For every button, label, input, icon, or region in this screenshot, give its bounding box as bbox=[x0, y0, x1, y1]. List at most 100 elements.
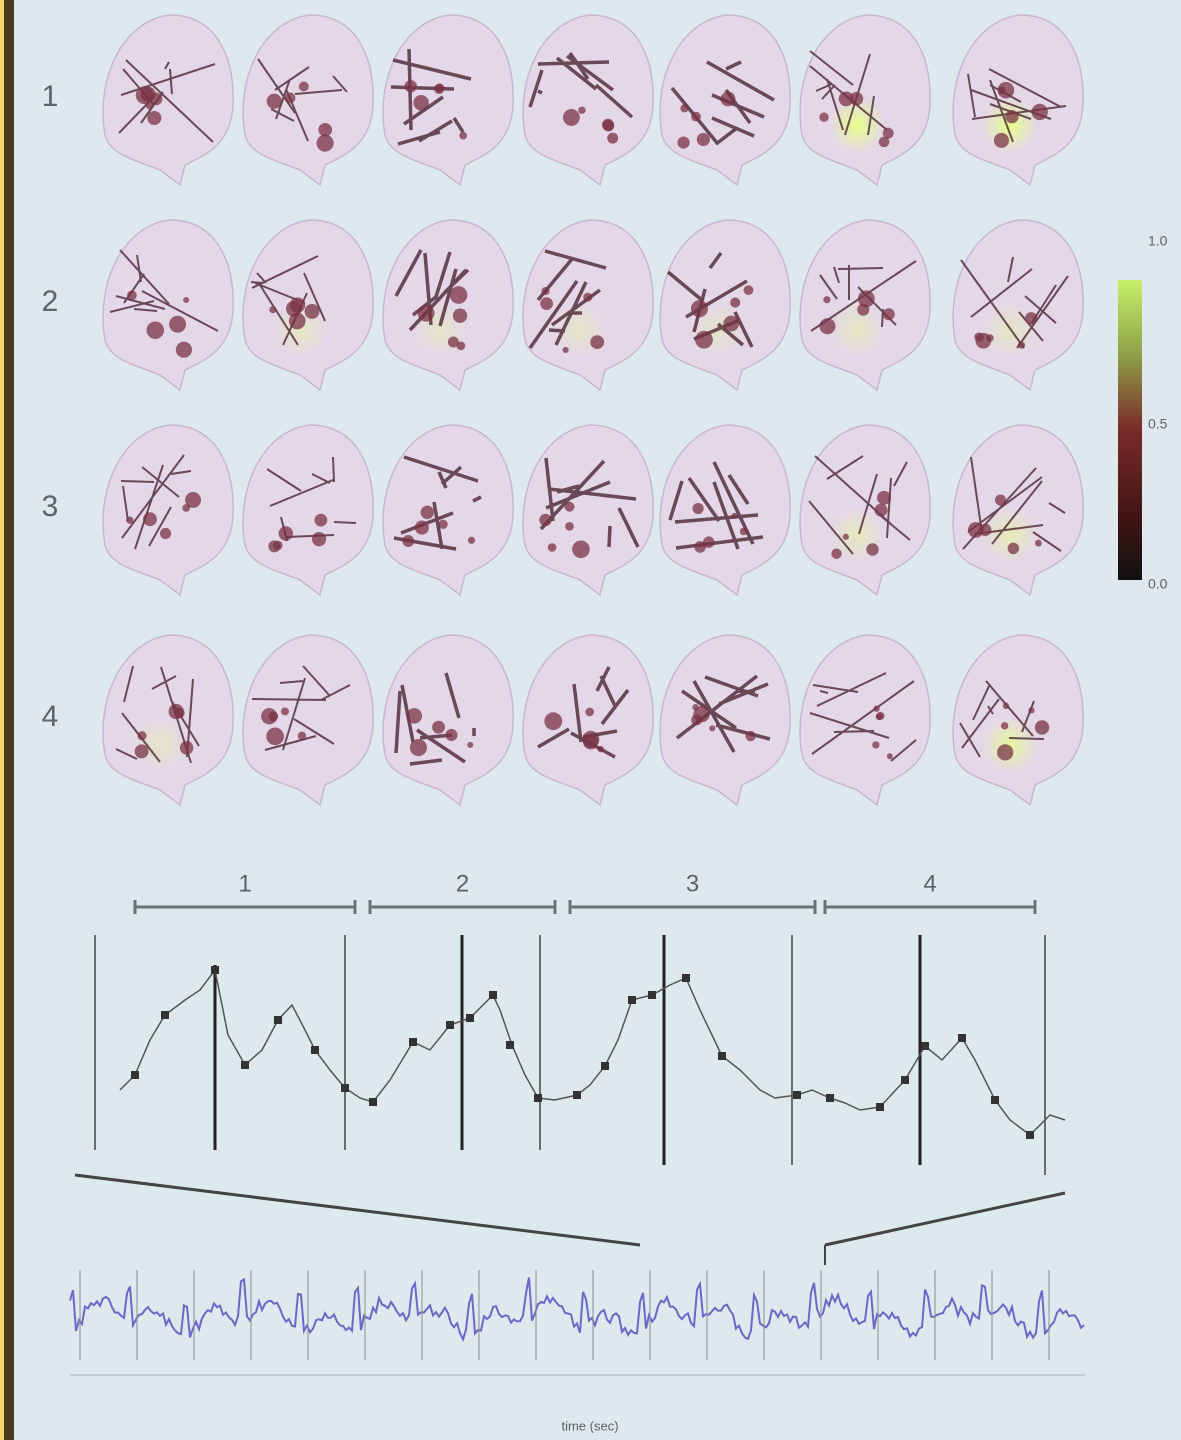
row-label: 2 bbox=[42, 285, 59, 318]
connections bbox=[257, 58, 348, 142]
row-labels: 1 2 3 4 bbox=[42, 80, 59, 733]
brain-outline bbox=[102, 424, 234, 597]
brain-map bbox=[242, 424, 374, 597]
node bbox=[819, 112, 829, 122]
node bbox=[1028, 707, 1035, 714]
node bbox=[692, 704, 699, 711]
colorbar-label: 0.5 bbox=[1148, 416, 1168, 432]
node bbox=[544, 712, 563, 731]
sample-point bbox=[274, 1016, 282, 1024]
node bbox=[273, 540, 283, 551]
node bbox=[539, 513, 552, 527]
node bbox=[288, 312, 306, 330]
sample-point bbox=[211, 966, 219, 974]
connections bbox=[266, 456, 357, 542]
node bbox=[838, 91, 854, 107]
node bbox=[692, 503, 704, 515]
node bbox=[137, 731, 147, 741]
brain-map bbox=[102, 219, 234, 392]
brain-map bbox=[242, 14, 374, 187]
brain-map bbox=[799, 424, 931, 597]
node bbox=[413, 95, 429, 111]
node bbox=[677, 136, 690, 149]
node bbox=[565, 521, 574, 531]
node bbox=[1005, 109, 1019, 124]
sample-point bbox=[489, 991, 497, 999]
signal-curve bbox=[119, 968, 1066, 1136]
brain-map bbox=[659, 424, 791, 597]
node bbox=[819, 318, 836, 335]
node bbox=[179, 741, 194, 755]
brain-map bbox=[102, 424, 234, 597]
sample-point bbox=[341, 1084, 349, 1092]
node bbox=[590, 335, 605, 350]
brain-map bbox=[659, 219, 791, 392]
brain-map bbox=[952, 219, 1084, 392]
brain-map bbox=[102, 634, 234, 807]
node bbox=[691, 111, 701, 122]
sample-point bbox=[534, 1094, 542, 1102]
sample-point bbox=[682, 974, 690, 982]
node bbox=[878, 136, 890, 148]
brain-map bbox=[382, 634, 514, 807]
row-label: 3 bbox=[42, 490, 59, 523]
connections bbox=[960, 256, 1069, 349]
sample-point bbox=[901, 1076, 909, 1084]
brain-grid bbox=[102, 14, 1084, 807]
connections bbox=[808, 455, 911, 555]
node bbox=[159, 527, 172, 540]
node bbox=[297, 731, 307, 741]
node bbox=[857, 290, 875, 308]
node bbox=[169, 315, 187, 333]
node bbox=[438, 519, 448, 529]
brain-map bbox=[242, 634, 374, 807]
node bbox=[709, 725, 716, 732]
node bbox=[126, 516, 134, 524]
node bbox=[562, 346, 569, 353]
connections bbox=[539, 457, 640, 548]
node bbox=[882, 308, 895, 321]
connections bbox=[668, 461, 764, 550]
node bbox=[1035, 539, 1042, 547]
colorbar-label: 1.0 bbox=[1148, 233, 1168, 249]
zoom-line bbox=[824, 1191, 1066, 1247]
brain-map bbox=[522, 424, 654, 597]
sample-point bbox=[409, 1038, 417, 1046]
activation bbox=[982, 507, 1038, 563]
brain-outline bbox=[799, 634, 931, 807]
node bbox=[406, 708, 422, 724]
node bbox=[420, 505, 434, 520]
signal-plot bbox=[94, 935, 1066, 1175]
node bbox=[456, 341, 466, 351]
node bbox=[311, 532, 327, 547]
segment-label: 2 bbox=[456, 870, 469, 897]
brain-outline bbox=[382, 14, 514, 187]
segment-label: 1 bbox=[238, 870, 251, 897]
node bbox=[541, 286, 550, 296]
node bbox=[147, 110, 162, 126]
node bbox=[995, 494, 1007, 506]
connections bbox=[528, 52, 634, 119]
eeg-trace bbox=[69, 1270, 1085, 1360]
node bbox=[269, 306, 277, 314]
node bbox=[745, 730, 756, 742]
node bbox=[432, 720, 446, 734]
node bbox=[409, 739, 427, 757]
connections bbox=[251, 665, 351, 751]
sample-point bbox=[958, 1034, 966, 1042]
node bbox=[874, 503, 888, 517]
node bbox=[993, 132, 1009, 148]
segment-label: 3 bbox=[686, 870, 699, 897]
sample-point bbox=[826, 1094, 834, 1102]
brain-map bbox=[799, 14, 931, 187]
node bbox=[414, 520, 429, 535]
brain-outline bbox=[242, 634, 374, 807]
node bbox=[997, 81, 1015, 99]
brain-map bbox=[242, 219, 374, 392]
zoom-line bbox=[74, 1173, 641, 1247]
brain-outline bbox=[522, 634, 654, 807]
node bbox=[449, 286, 468, 304]
colorbar bbox=[1118, 280, 1142, 580]
node bbox=[447, 336, 459, 348]
connections bbox=[670, 60, 775, 146]
